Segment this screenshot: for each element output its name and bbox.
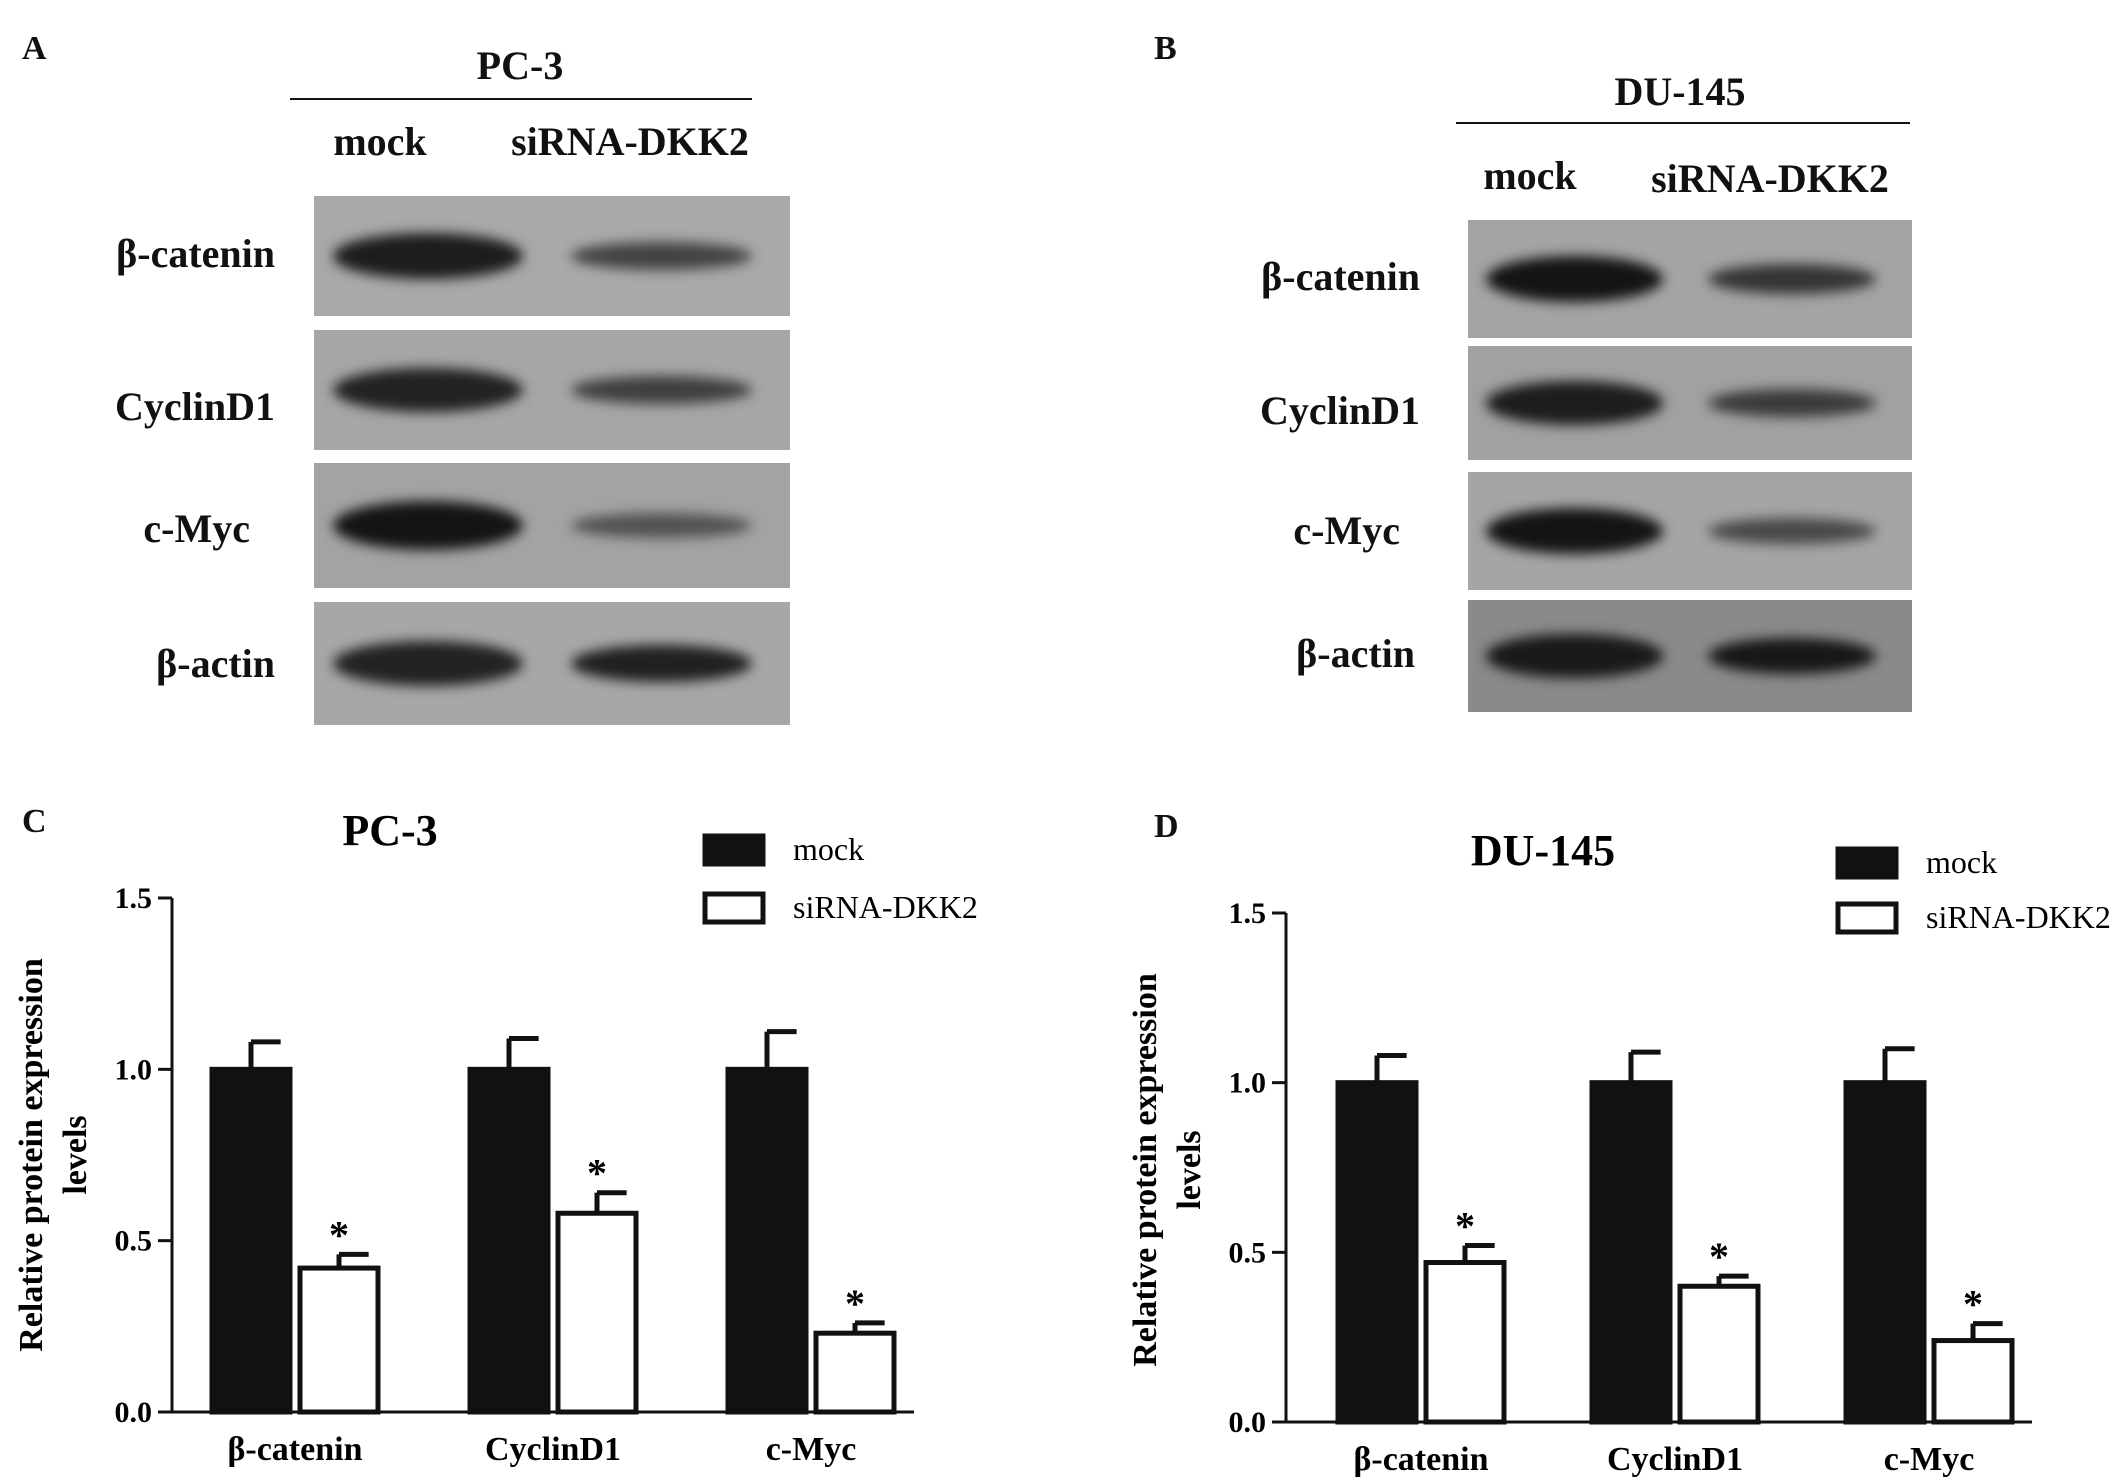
chart-title: PC-3	[342, 806, 437, 855]
y-tick-label: 1.5	[115, 882, 153, 915]
y-tick-label: 0.0	[1229, 1406, 1267, 1439]
chart-title: DU-145	[1471, 826, 1615, 875]
x-tick-label: CyclinD1	[1607, 1441, 1743, 1478]
x-tick-label: c-Myc	[1884, 1441, 1975, 1478]
y-tick-label: 0.0	[115, 1396, 153, 1429]
blot-row-label: β-catenin	[1261, 254, 1420, 299]
bar-chart-pc3: PC-3 Relative protein expression levels 0.0…	[13, 806, 978, 1468]
blot-band	[1707, 637, 1877, 675]
lane-label-mock: mock	[1483, 153, 1577, 198]
legend-entry: siRNA-DKK2	[793, 889, 978, 925]
bar	[297, 1265, 381, 1415]
blot-band	[1707, 518, 1877, 544]
bar	[1589, 1080, 1673, 1425]
significance-marker: *	[587, 1151, 607, 1196]
bar	[1843, 1080, 1927, 1425]
blot-band	[1707, 263, 1877, 295]
blot-strip	[314, 463, 790, 588]
x-tick-label: β-catenin	[1353, 1441, 1488, 1478]
lane-label-mock: mock	[333, 119, 427, 164]
bar	[1677, 1283, 1761, 1425]
panel-letter-b: B	[1154, 30, 1177, 67]
significance-marker: *	[1963, 1282, 1983, 1327]
blot-strip	[1468, 472, 1912, 590]
y-tick-label: 1.0	[115, 1053, 153, 1086]
panel-letter-d: D	[1154, 808, 1179, 845]
blot-title-rule	[1456, 122, 1910, 124]
blot-row-label: β-actin	[1296, 631, 1415, 676]
blot-row-label: c-Myc	[1293, 508, 1400, 553]
lane-label-sirna: siRNA-DKK2	[1651, 156, 1889, 201]
bar	[725, 1066, 809, 1415]
blot-strip	[1468, 346, 1912, 460]
significance-marker: *	[845, 1281, 865, 1326]
blot-band	[333, 367, 524, 413]
y-tick-label: 0.5	[1229, 1236, 1267, 1269]
blot-row-label: c-Myc	[143, 506, 250, 551]
bar	[209, 1066, 293, 1415]
panel-letter-c: C	[22, 803, 47, 840]
blot-band	[1485, 381, 1664, 425]
blot-strip	[1468, 220, 1912, 338]
blot-strip	[314, 196, 790, 316]
blot-row-label: β-actin	[156, 641, 275, 686]
panel-letter-a: A	[22, 30, 47, 67]
blot-row-label: CyclinD1	[115, 384, 275, 429]
y-axis-label: Relative protein expression levels	[13, 958, 94, 1352]
bar	[1931, 1338, 2015, 1425]
blot-cell-line-title: DU-145	[1614, 69, 1746, 114]
blot-band	[571, 644, 752, 683]
x-tick-label: c-Myc	[766, 1431, 857, 1468]
blot-strip	[1468, 600, 1912, 712]
blot-band	[571, 375, 752, 405]
bar	[555, 1210, 639, 1415]
legend-entry: siRNA-DKK2	[1926, 899, 2111, 935]
x-tick-label: CyclinD1	[485, 1431, 621, 1468]
y-tick-label: 0.5	[115, 1225, 153, 1258]
bar-chart-du145: DU-145 Relative protein expression levels 0…	[1127, 826, 2111, 1478]
significance-marker: *	[329, 1212, 349, 1257]
legend-entry: mock	[793, 831, 864, 867]
bar	[1423, 1260, 1507, 1425]
y-tick-label: 1.5	[1229, 897, 1267, 930]
y-tick-label: 1.0	[1229, 1067, 1267, 1100]
lane-label-sirna: siRNA-DKK2	[511, 119, 749, 164]
blot-row-label: CyclinD1	[1260, 388, 1420, 433]
blot-strip	[314, 330, 790, 450]
blot-title-rule	[290, 98, 752, 100]
blot-band	[333, 640, 524, 687]
bar	[813, 1330, 897, 1415]
blot-strip	[314, 602, 790, 725]
bar	[467, 1066, 551, 1415]
legend-swatch	[1835, 901, 1899, 935]
bar	[1335, 1080, 1419, 1425]
blot-band	[1485, 634, 1664, 678]
significance-marker: *	[1709, 1234, 1729, 1279]
blot-band	[571, 242, 752, 270]
legend-entry: mock	[1926, 844, 1997, 880]
blot-band	[1485, 507, 1664, 555]
blot-band	[1485, 255, 1664, 303]
blot-band	[333, 500, 524, 551]
blot-cell-line-title: PC-3	[476, 43, 564, 88]
y-axis-label: Relative protein expression levels	[1127, 973, 1208, 1367]
blot-band	[333, 233, 524, 279]
blot-row-label: β-catenin	[116, 231, 275, 276]
blot-band	[571, 513, 752, 538]
significance-marker: *	[1455, 1204, 1475, 1249]
legend-swatch	[702, 833, 766, 867]
legend-swatch	[1835, 846, 1899, 880]
x-tick-label: β-catenin	[227, 1431, 362, 1468]
legend-swatch	[702, 891, 766, 925]
blot-band	[1707, 388, 1877, 418]
